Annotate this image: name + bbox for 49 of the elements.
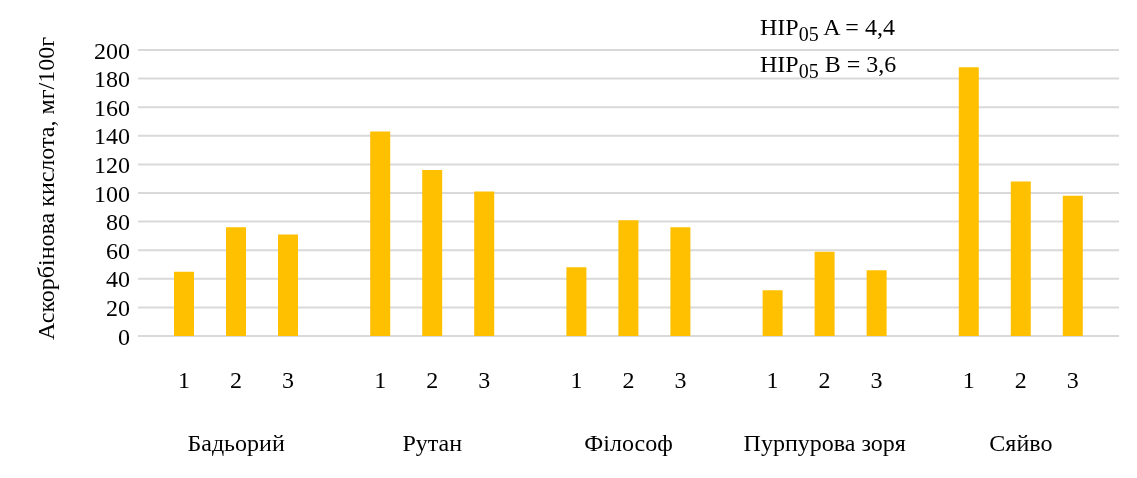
bar: [370, 131, 391, 336]
x-tick-label: Бадьорий: [187, 430, 285, 457]
bar: [474, 191, 495, 336]
text: 2: [622, 367, 635, 393]
series-label: 3: [282, 367, 294, 393]
x-tick-label: Пурпурова зоря: [743, 430, 906, 457]
text: 1: [570, 367, 583, 393]
bar: [814, 251, 835, 336]
y-tick-label: 200: [94, 37, 130, 64]
bar: [174, 271, 194, 336]
annotation: HIP$_{05}$ B = 3,6: [760, 49, 897, 84]
text: 2: [818, 367, 831, 393]
text: 2: [1014, 367, 1027, 393]
y-tick-label: 140: [94, 123, 130, 150]
text: 1: [374, 367, 387, 393]
x-tick-label: Філософ: [584, 430, 673, 457]
y-tick-label: 100: [94, 180, 130, 207]
y-tick-label: 20: [106, 294, 130, 321]
text: 3: [478, 367, 491, 393]
bar: [422, 170, 443, 336]
y-tick-label: 120: [94, 151, 130, 178]
bar: [866, 270, 887, 336]
series-label: 2: [230, 367, 242, 393]
text: 3: [674, 367, 687, 393]
text: 3: [1066, 367, 1079, 393]
bar: [226, 227, 246, 336]
text: HIP$_{05}$ A = 4,4: [760, 13, 896, 47]
text: 1: [962, 367, 975, 393]
series-label: 1: [178, 367, 190, 393]
y-tick-label: 180: [94, 66, 130, 93]
y-tick-label: 60: [106, 237, 130, 264]
x-tick-label: Рутан: [402, 430, 463, 457]
bar: [1010, 181, 1031, 336]
text: 3: [870, 367, 883, 393]
bar: [278, 234, 298, 336]
y-tick-label: 160: [94, 94, 130, 121]
y-tick-label: 40: [106, 266, 130, 293]
x-tick-label: Сяйво: [989, 430, 1053, 457]
text: 1: [766, 367, 779, 393]
y-axis-title: Аскорбінова кислота, мг/100г: [32, 36, 60, 340]
bar: [566, 267, 587, 336]
y-tick-label: 0: [118, 323, 130, 350]
y-tick-label: 80: [106, 209, 130, 236]
bar: [958, 67, 979, 336]
bar: [670, 227, 691, 336]
bar: [618, 220, 639, 336]
bar: [762, 290, 783, 336]
bar: [1062, 195, 1083, 336]
text: 2: [426, 367, 439, 393]
